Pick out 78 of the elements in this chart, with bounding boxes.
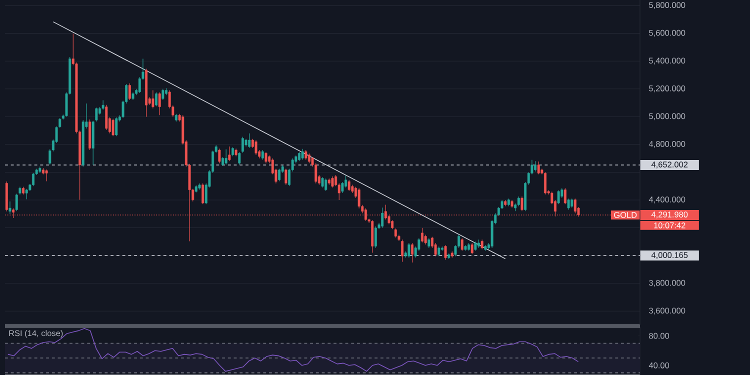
ref-line-label: 4,652.002 [651,162,688,168]
candlestick [324,178,328,192]
y-tick-label: 5,400.000 [649,58,686,65]
candlestick [534,160,537,172]
candlestick [331,176,334,188]
y-tick-label: 3,800.000 [649,280,686,287]
text: 10:07:42 [654,222,686,228]
candlestick [460,238,464,251]
candlestick [155,92,158,107]
candlestick [241,136,244,154]
candlestick [254,140,258,156]
candlestick [544,172,546,195]
y-tick-label: 5,000.000 [649,113,686,120]
candlestick [564,188,566,204]
candlestick [115,117,118,136]
candlestick [470,242,474,254]
y-tick-label: 80.00 [649,332,670,339]
annotation: GOLD [614,212,637,218]
candlestick [202,183,204,204]
candlestick [128,83,131,100]
candlestick [517,196,520,207]
candlestick [348,180,350,192]
candlestick [278,168,281,182]
candlestick [45,169,48,182]
candlestick [158,92,161,116]
candlestick [421,228,424,243]
candlestick [428,238,430,248]
candlestick [574,198,576,214]
candlestick [401,239,404,262]
candlestick [321,176,324,188]
candlestick [474,241,477,251]
candlestick [222,156,224,166]
candlestick [408,242,410,258]
candlestick [232,146,234,157]
candlestick [304,150,308,160]
candlestick [557,190,560,204]
candlestick [284,168,288,186]
y-tick-label: 4,400.000 [648,196,686,204]
ref-line-label: 4,000.165 [651,252,688,259]
candlestick [264,152,268,164]
y-tick-label: 4,800.000 [648,141,686,148]
candlestick [567,198,570,210]
candlestick [391,220,394,230]
candlestick [112,118,114,136]
candlestick [381,207,384,228]
candlestick [162,88,164,100]
candlestick [102,100,104,110]
candlestick [480,239,484,250]
candlestick [248,133,251,148]
candlestick [438,246,440,257]
candlestick [537,161,540,175]
candlestick [152,90,154,109]
candlestick [95,107,98,122]
candlestick [224,149,228,165]
y-tick-label: 3,600.000 [649,308,686,315]
candlestick [301,148,304,160]
candlestick [444,244,447,260]
y-tick-label: 5,800.000 [649,2,686,9]
candlestick [238,152,241,165]
candlestick [15,193,18,212]
candlestick [218,148,221,164]
candlestick [570,198,574,208]
y-tick-label: 40.00 [648,362,670,368]
candlestick [411,242,414,263]
candlestick [374,226,377,248]
candlestick [394,228,397,238]
candlestick [520,196,524,212]
candlestick [308,153,310,164]
candlestick [228,146,231,162]
candlestick [105,104,108,130]
candlestick [358,188,360,209]
ref-line-label: 4,291.980 [651,212,688,218]
candlestick [298,152,300,162]
chart-title: RSI (14, close) [9,330,63,338]
candlestick [261,150,264,160]
y-tick-label: 5,200.000 [649,85,686,92]
y-tick-label: 5,600.000 [649,30,686,37]
candlestick [8,201,12,214]
